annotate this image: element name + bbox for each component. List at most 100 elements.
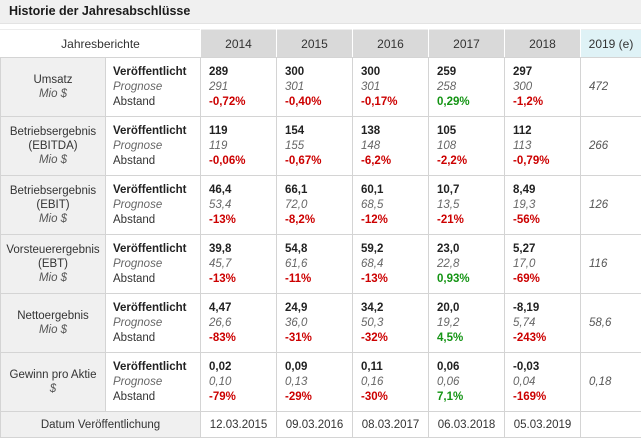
estimate-cell: 472 <box>581 58 641 117</box>
value-cell: 289 291 -0,72% <box>201 58 277 117</box>
metric-name: Umsatz <box>4 73 102 87</box>
forecast-value: 291 <box>209 80 268 95</box>
value-cell: 39,8 45,7 -13% <box>201 235 277 294</box>
table-row-ebit: Betriebsergebnis (EBIT) Mio $ Veröffentl… <box>1 176 641 235</box>
forecast-value: 19,2 <box>437 316 496 331</box>
metric-unit: Mio $ <box>4 87 102 101</box>
forecast-value: 50,3 <box>361 316 420 331</box>
published-value: 289 <box>209 65 268 80</box>
published-value: 112 <box>513 124 572 139</box>
gap-value: -0,40% <box>285 95 344 110</box>
published-value: 154 <box>285 124 344 139</box>
gap-value: -83% <box>209 331 268 346</box>
published-value: 54,8 <box>285 242 344 257</box>
value-cell: 0,09 0,13 -29% <box>277 353 353 412</box>
metric-unit: Mio $ <box>4 323 102 337</box>
publication-date: 09.03.2016 <box>277 412 353 438</box>
publication-date: 05.03.2019 <box>505 412 581 438</box>
forecast-value: 17,0 <box>513 257 572 272</box>
gap-value: -29% <box>285 390 344 405</box>
published-value: 297 <box>513 65 572 80</box>
published-value: 0,11 <box>361 360 420 375</box>
gap-value: -0,17% <box>361 95 420 110</box>
forecast-value: 108 <box>437 139 496 154</box>
forecast-label: Prognose <box>113 139 193 154</box>
published-label: Veröffentlicht <box>113 124 193 139</box>
forecast-value: 36,0 <box>285 316 344 331</box>
gap-value: -13% <box>209 213 268 228</box>
value-cell: 66,1 72,0 -8,2% <box>277 176 353 235</box>
metric-label-cell: Betriebsergebnis (EBITDA) Mio $ <box>1 117 106 176</box>
forecast-value: 45,7 <box>209 257 268 272</box>
metric-sublabels-cell: Veröffentlicht Prognose Abstand <box>106 117 201 176</box>
published-label: Veröffentlicht <box>113 242 193 257</box>
metric-name: Betriebsergebnis (EBIT) <box>4 184 102 212</box>
published-value: 0,02 <box>209 360 268 375</box>
published-label: Veröffentlicht <box>113 183 193 198</box>
published-label: Veröffentlicht <box>113 65 193 80</box>
forecast-label: Prognose <box>113 80 193 95</box>
metric-sublabels-cell: Veröffentlicht Prognose Abstand <box>106 294 201 353</box>
forecast-value: 0,16 <box>361 375 420 390</box>
published-value: 46,4 <box>209 183 268 198</box>
published-value: 34,2 <box>361 301 420 316</box>
page-title: Historie der Jahresabschlüsse <box>0 0 641 24</box>
value-cell: 0,11 0,16 -30% <box>353 353 429 412</box>
published-value: 20,0 <box>437 301 496 316</box>
metric-sublabels-cell: Veröffentlicht Prognose Abstand <box>106 176 201 235</box>
year-header-2015: 2015 <box>277 30 353 58</box>
value-cell: 54,8 61,6 -11% <box>277 235 353 294</box>
publication-date: 06.03.2018 <box>429 412 505 438</box>
published-value: 259 <box>437 65 496 80</box>
gap-label: Abstand <box>113 213 193 228</box>
value-cell: 259 258 0,29% <box>429 58 505 117</box>
value-cell: 0,06 0,06 7,1% <box>429 353 505 412</box>
gap-value: -6,2% <box>361 154 420 169</box>
forecast-value: 300 <box>513 80 572 95</box>
year-header-estimate: 2019 (e) <box>581 30 641 58</box>
gap-value: -13% <box>209 272 268 287</box>
metric-label-cell: Gewinn pro Aktie $ <box>1 353 106 412</box>
published-value: 119 <box>209 124 268 139</box>
publication-date: 12.03.2015 <box>201 412 277 438</box>
gap-value: -32% <box>361 331 420 346</box>
gap-value: 4,5% <box>437 331 496 346</box>
gap-label: Abstand <box>113 331 193 346</box>
metric-label-cell: Betriebsergebnis (EBIT) Mio $ <box>1 176 106 235</box>
forecast-value: 26,6 <box>209 316 268 331</box>
metric-sublabels-cell: Veröffentlicht Prognose Abstand <box>106 235 201 294</box>
metric-sublabels-cell: Veröffentlicht Prognose Abstand <box>106 353 201 412</box>
value-cell: 60,1 68,5 -12% <box>353 176 429 235</box>
gap-value: 0,93% <box>437 272 496 287</box>
forecast-value: 53,4 <box>209 198 268 213</box>
metric-unit: Mio $ <box>4 212 102 226</box>
gap-value: -12% <box>361 213 420 228</box>
forecast-value: 148 <box>361 139 420 154</box>
value-cell: 8,49 19,3 -56% <box>505 176 581 235</box>
publication-date-row: Datum Veröffentlichung 12.03.2015 09.03.… <box>1 412 641 438</box>
forecast-value: 0,06 <box>437 375 496 390</box>
value-cell: -0,03 0,04 -169% <box>505 353 581 412</box>
metric-name: Nettoergebnis <box>4 309 102 323</box>
value-cell: 119 119 -0,06% <box>201 117 277 176</box>
estimate-cell: 58,6 <box>581 294 641 353</box>
gap-value: -169% <box>513 390 572 405</box>
value-cell: 23,0 22,8 0,93% <box>429 235 505 294</box>
forecast-value: 113 <box>513 139 572 154</box>
forecast-label: Prognose <box>113 198 193 213</box>
value-cell: 297 300 -1,2% <box>505 58 581 117</box>
forecast-label: Prognose <box>113 257 193 272</box>
metric-sublabels-cell: Veröffentlicht Prognose Abstand <box>106 58 201 117</box>
value-cell: 10,7 13,5 -21% <box>429 176 505 235</box>
gap-value: -56% <box>513 213 572 228</box>
gap-value: 0,29% <box>437 95 496 110</box>
gap-value: -0,79% <box>513 154 572 169</box>
value-cell: 20,0 19,2 4,5% <box>429 294 505 353</box>
year-header-2016: 2016 <box>353 30 429 58</box>
forecast-value: 301 <box>285 80 344 95</box>
estimate-cell: 0,18 <box>581 353 641 412</box>
metric-unit: Mio $ <box>4 153 102 167</box>
published-value: 39,8 <box>209 242 268 257</box>
published-value: 5,27 <box>513 242 572 257</box>
value-cell: 46,4 53,4 -13% <box>201 176 277 235</box>
